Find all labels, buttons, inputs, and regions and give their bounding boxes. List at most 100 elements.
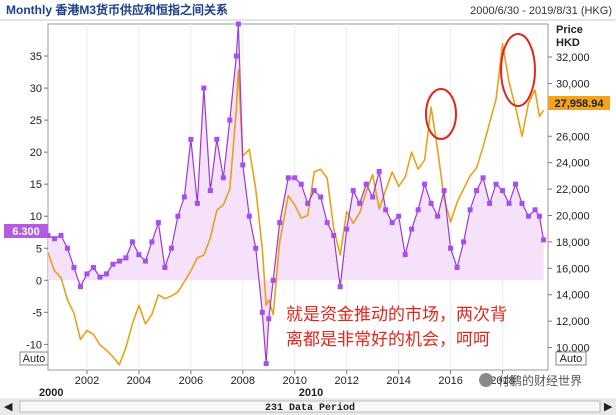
m3-point-71 xyxy=(493,181,499,187)
scrollbar[interactable]: ◀ ▶ 231 Data Period xyxy=(0,398,616,415)
left-tick-3: 20 xyxy=(30,147,42,159)
right-tick-9: 12,000 xyxy=(556,316,590,328)
price-series-path xyxy=(47,43,545,366)
m3-point-33 xyxy=(253,245,259,251)
m3-point-36 xyxy=(266,316,272,322)
m3-point-26 xyxy=(214,136,220,142)
m3-point-30 xyxy=(235,21,241,27)
m3-point-60 xyxy=(422,181,428,187)
left-tick-7: 0 xyxy=(36,275,42,287)
x-tick-7: 2016 xyxy=(438,375,462,387)
m3-area xyxy=(48,24,544,364)
right-axis-label-price: Price xyxy=(556,24,583,36)
m3-point-2 xyxy=(58,232,64,238)
left-tick-2: 25 xyxy=(30,115,42,127)
last-price-value: 27,958.94 xyxy=(555,98,605,110)
right-tick-4: 22,000 xyxy=(556,184,590,196)
m3-point-28 xyxy=(227,117,233,123)
right-tick-7: 16,000 xyxy=(556,263,590,275)
m3-point-8 xyxy=(97,274,103,280)
m3-point-16 xyxy=(149,239,155,245)
m3-point-22 xyxy=(188,136,194,142)
right-tick-2: 26,000 xyxy=(556,131,590,143)
x-axis-ticks: 2002 2004 2006 2008 2010 2012 2014 2016 2018 2000… xyxy=(39,370,515,399)
watermark-text: 付鹏的财经世界 xyxy=(498,373,582,388)
m3-point-73 xyxy=(506,200,512,206)
m3-point-21 xyxy=(181,194,187,200)
plot-frame xyxy=(47,23,549,371)
m3-point-18 xyxy=(162,264,168,270)
right-tick-8: 14,000 xyxy=(556,290,590,302)
m3-point-14 xyxy=(136,252,142,258)
m3-current-value: 6.300 xyxy=(12,226,40,238)
m3-point-29 xyxy=(233,53,239,59)
chart-title: Monthly 香港M3货币供应和恒指之间关系 xyxy=(6,2,228,17)
m3-point-12 xyxy=(123,255,129,261)
auto-left-label: Auto xyxy=(23,353,46,365)
left-tick-0: 35 xyxy=(30,51,42,63)
m3-point-74 xyxy=(513,181,519,187)
m3-point-27 xyxy=(220,175,226,181)
right-tick-1: 30,000 xyxy=(556,78,590,90)
m3-point-43 xyxy=(311,188,317,194)
m3-point-37 xyxy=(270,277,276,283)
right-tick-3: 24,000 xyxy=(556,158,590,170)
left-tick-5: 10 xyxy=(30,211,42,223)
m3-point-50 xyxy=(357,200,363,206)
m3-point-13 xyxy=(129,239,135,245)
m3-point-75 xyxy=(519,200,525,206)
m3-point-56 xyxy=(396,213,402,219)
m3-point-9 xyxy=(103,271,109,277)
m3-point-70 xyxy=(487,200,493,206)
last-price-badge: 27,958.94 xyxy=(548,96,610,110)
auto-right-label: Auto xyxy=(560,353,583,365)
m3-point-45 xyxy=(324,220,330,226)
m3-point-53 xyxy=(376,168,382,174)
m3-point-42 xyxy=(305,200,311,206)
right-tick-5: 20,000 xyxy=(556,210,590,222)
m3-point-64 xyxy=(448,245,454,251)
m3-point-10 xyxy=(110,261,116,267)
auto-left-button[interactable]: Auto xyxy=(19,351,49,366)
x-major-1: 2010 xyxy=(299,387,323,399)
x-tick-1: 2004 xyxy=(127,375,151,387)
m3-point-40 xyxy=(292,175,298,181)
auto-right-button[interactable]: Auto xyxy=(555,351,587,366)
m3-point-57 xyxy=(402,252,408,258)
m3-point-17 xyxy=(155,220,161,226)
m3-point-62 xyxy=(435,213,441,219)
m3-point-35 xyxy=(263,361,269,367)
date-range: 2000/6/30 - 2019/8/31 (HKG) xyxy=(470,5,612,17)
m3-point-52 xyxy=(370,194,376,200)
x-tick-6: 2014 xyxy=(386,375,410,387)
highlight-circle-2018 xyxy=(500,33,536,107)
m3-point-32 xyxy=(246,213,252,219)
m3-point-49 xyxy=(350,188,356,194)
m3-point-58 xyxy=(409,226,415,232)
m3-point-77 xyxy=(532,207,538,213)
x-major-0: 2000 xyxy=(39,387,63,399)
left-tick-6: 5 xyxy=(36,243,42,255)
m3-point-25 xyxy=(207,188,213,194)
scroll-right-arrow[interactable]: ▶ xyxy=(604,401,613,413)
m3-point-69 xyxy=(480,175,486,181)
x-tick-5: 2012 xyxy=(334,375,358,387)
left-tick-8: -5 xyxy=(32,307,42,319)
m3-point-72 xyxy=(500,188,506,194)
m3-point-11 xyxy=(116,258,122,264)
m3-point-19 xyxy=(168,245,174,251)
m3-point-55 xyxy=(389,220,395,226)
m3-point-59 xyxy=(415,207,421,213)
right-axis-label-hkd: HKD xyxy=(556,37,580,49)
m3-point-76 xyxy=(526,213,532,219)
m3-point-1 xyxy=(51,236,57,242)
highlight-circle-2015 xyxy=(425,88,457,140)
scroll-left-arrow[interactable]: ◀ xyxy=(4,401,13,413)
x-tick-4: 2010 xyxy=(283,375,307,387)
m3-point-31 xyxy=(240,162,246,168)
m3-point-61 xyxy=(428,200,434,206)
m3-point-6 xyxy=(84,271,90,277)
m3-point-47 xyxy=(337,284,343,290)
period-label: 231 Data Period xyxy=(265,402,355,414)
